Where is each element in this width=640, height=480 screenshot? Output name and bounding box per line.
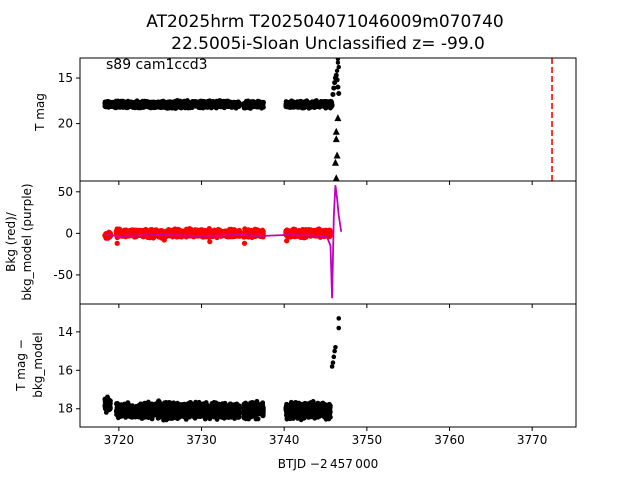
tmag-point bbox=[299, 99, 305, 105]
tmag-point bbox=[199, 102, 205, 107]
panel-background: 50 0 -50 bbox=[53, 180, 577, 308]
tmag-upper-limit-marker bbox=[332, 127, 340, 135]
tmag-point bbox=[194, 103, 200, 109]
tmag-point bbox=[208, 103, 214, 109]
bkg-point bbox=[326, 229, 332, 235]
tmag-point bbox=[118, 100, 124, 106]
tmag-rise-point bbox=[328, 99, 334, 105]
tmag-point bbox=[307, 102, 313, 108]
tmag-peak-point bbox=[334, 68, 340, 73]
tmag-point bbox=[149, 102, 155, 108]
bkg-point bbox=[207, 239, 213, 245]
bkg-point bbox=[242, 226, 248, 232]
tmag-point bbox=[177, 98, 183, 104]
tmag-point bbox=[252, 102, 258, 108]
bkg-points-layer bbox=[102, 185, 343, 299]
tmag-point bbox=[135, 100, 141, 106]
tmag-rise-point bbox=[330, 91, 336, 97]
corrected-point bbox=[102, 399, 108, 405]
tmag-point bbox=[284, 102, 289, 108]
bkg-point bbox=[173, 228, 179, 234]
bkg-point bbox=[114, 228, 120, 234]
tmag-point bbox=[228, 100, 234, 105]
tmag-upper-limit-marker bbox=[332, 135, 340, 143]
tmag-point bbox=[181, 104, 187, 110]
tmag-point bbox=[113, 104, 119, 110]
tmag-upper-limit-marker bbox=[331, 158, 339, 166]
tmag-point bbox=[104, 99, 110, 105]
middle-axes-frame bbox=[79, 180, 577, 305]
top-points-layer bbox=[102, 58, 342, 181]
tmag-point bbox=[186, 103, 192, 109]
tmag-rise-point bbox=[334, 77, 340, 83]
top-axes-frame bbox=[79, 57, 577, 182]
tmag-rise-point bbox=[335, 84, 341, 90]
tmag-peak-point bbox=[335, 58, 341, 62]
bkg-point bbox=[167, 230, 173, 236]
figure-title-line1: AT2025hrm T202504071046009m070740 bbox=[146, 12, 503, 32]
tmag-point bbox=[291, 102, 296, 108]
bkg-point bbox=[232, 229, 238, 235]
tmag-upper-limit-marker bbox=[334, 114, 342, 122]
tmag-point bbox=[241, 102, 247, 108]
bkg-point bbox=[207, 230, 213, 236]
tmag-point bbox=[165, 104, 171, 109]
bkg-point bbox=[241, 240, 248, 246]
bkg-point bbox=[180, 230, 186, 236]
tmag-upper-limit-marker bbox=[333, 151, 341, 159]
tmag-point bbox=[322, 102, 327, 108]
tmag-point bbox=[141, 101, 147, 107]
bkg-point bbox=[284, 238, 290, 244]
bkg-model-line bbox=[104, 185, 343, 299]
middle-ytick-label: 50 bbox=[58, 185, 73, 199]
bkg-point bbox=[217, 229, 223, 235]
tmag-rise-point bbox=[336, 91, 342, 97]
middle-ytick-label: -50 bbox=[53, 268, 73, 282]
tmag-peak-point bbox=[335, 60, 341, 65]
corrected-points-layer bbox=[102, 316, 342, 423]
tmag-point bbox=[257, 101, 263, 107]
tmag-rise-point bbox=[333, 72, 339, 78]
middle-ytick-label: 0 bbox=[65, 226, 73, 240]
tmag-upper-limit-marker bbox=[332, 174, 340, 181]
tmag-point bbox=[157, 102, 163, 108]
tmag-point bbox=[153, 100, 158, 106]
bkg-point bbox=[149, 228, 155, 234]
corrected-point bbox=[102, 406, 108, 412]
tmag-peak-point bbox=[336, 64, 341, 70]
tmag-point bbox=[218, 102, 224, 108]
bkg-point bbox=[161, 237, 167, 243]
bkg-point bbox=[194, 230, 200, 236]
tmag-point bbox=[312, 103, 317, 109]
tmag-point bbox=[125, 102, 130, 108]
tmag-point bbox=[235, 101, 241, 107]
figure-title-line2: 22.5005i-Sloan Unclassified z= -99.0 bbox=[171, 34, 485, 54]
tmag-point bbox=[108, 102, 114, 108]
bkg-point bbox=[307, 227, 314, 233]
top-ytick-label: 15 bbox=[58, 71, 73, 85]
bkg-point bbox=[211, 230, 217, 236]
top-ytick-label: 20 bbox=[58, 117, 73, 131]
corrected-point bbox=[106, 400, 112, 406]
tmag-point bbox=[313, 98, 319, 104]
bkg-point bbox=[114, 240, 120, 246]
tmag-point bbox=[222, 100, 228, 106]
tmag-point bbox=[175, 101, 181, 107]
tmag-rise-point bbox=[331, 85, 337, 91]
